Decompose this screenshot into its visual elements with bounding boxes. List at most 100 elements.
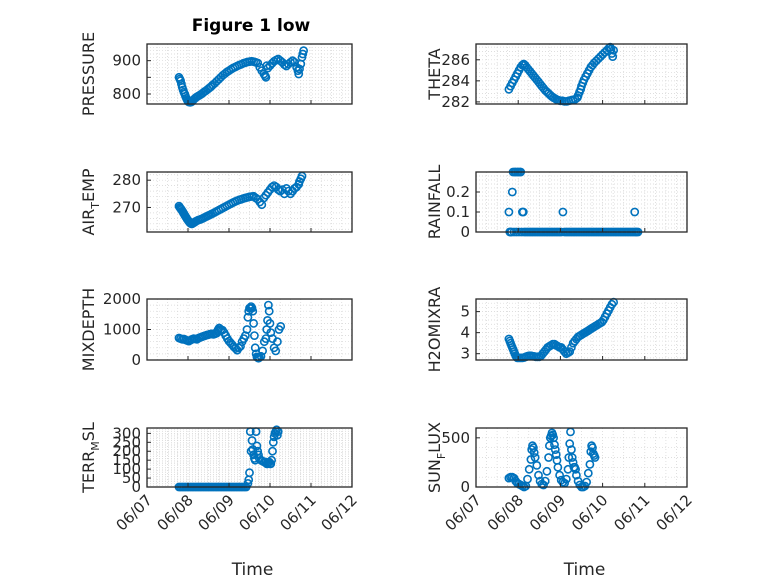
terr_msl-data-point: [272, 430, 282, 440]
sun_flux-data-point: [567, 453, 577, 462]
rainfall-y-tick-label: 0: [460, 223, 470, 241]
sun_flux-data-point: [572, 470, 581, 480]
terr_msl-y-tick-label: 300: [112, 424, 141, 442]
rainfall-data-point: [558, 207, 568, 217]
rainfall-axes-box: [475, 171, 688, 233]
mixdepth-y-tick-label: 0: [131, 351, 141, 369]
terr_msl-x-tick-label: 06/10: [236, 491, 279, 534]
sun_flux-data-point: [590, 453, 600, 462]
rainfall-data-point: [630, 207, 640, 217]
theta-y-tick-label: 284: [441, 72, 470, 90]
sun_flux-y-tick-label: 0: [460, 478, 470, 496]
sun_flux-data-point: [555, 470, 564, 480]
terr_msl-y-tick-label: 100: [112, 460, 141, 478]
mixdepth-y-tick-label: 2000: [103, 290, 141, 308]
air_temp-y-tick-label: 280: [112, 171, 141, 189]
sun_flux-data-point: [565, 439, 575, 449]
sun_flux-x-tick-label: 06/10: [568, 491, 611, 534]
mixdepth-y-tick-label: 1000: [103, 321, 141, 339]
pressure-data-point: [253, 58, 263, 68]
sun_flux-data-point: [553, 462, 563, 472]
h2omixra-axes-box: [475, 298, 688, 361]
mixdepth-data-point: [249, 318, 258, 328]
h2omixra-y-tick-label: 5: [460, 303, 470, 321]
pressure-ylabel: PRESSURE: [79, 32, 98, 116]
terr_msl-data-point: [267, 455, 276, 465]
sun_flux-x-tick-label: 06/08: [484, 491, 527, 534]
sun_flux-ylabel: SUNFLUX: [425, 422, 448, 493]
sun_flux-data-point: [544, 453, 553, 462]
terr_msl-y-tick-label: 0: [131, 478, 141, 496]
theta-axes-box: [475, 43, 688, 105]
theta-data-point: [609, 45, 618, 55]
mixdepth-data-point: [236, 341, 245, 351]
subplot-pressure: 800 900 PRESSURE: [79, 32, 353, 116]
rainfall-data-point: [504, 207, 514, 217]
theta-data-point: [518, 60, 527, 70]
sun_flux-axes-box: [475, 427, 688, 488]
mixdepth-data-point: [263, 300, 273, 310]
mixdepth-data-point: [276, 321, 286, 331]
mixdepth-data-point: [254, 353, 264, 362]
mixdepth-data-point: [266, 328, 276, 337]
pressure-data-point: [294, 69, 304, 79]
sun_flux-data-point: [529, 443, 538, 453]
subplot-air_temp: 270 280 AIRTEMP: [79, 168, 353, 236]
mixdepth-data-point: [271, 346, 281, 356]
terr_msl-ylabel: TERRMSL: [79, 422, 102, 494]
terr_msl-x-tick-label: 06/12: [318, 491, 361, 534]
sun_flux-data-point: [534, 470, 543, 480]
mixdepth-data-point: [264, 306, 274, 316]
pressure-data-point: [286, 57, 295, 67]
terr_msl-data-point: [268, 437, 278, 447]
h2omixra-data-point: [607, 299, 617, 309]
sun_flux-x-tick-label: 06/11: [610, 491, 653, 534]
rainfall-data-point: [518, 207, 528, 217]
mixdepth-data-point: [249, 331, 259, 340]
pressure-data-point: [295, 64, 304, 74]
terr_msl-x-tick-label: 06/11: [277, 491, 320, 534]
mixdepth-data-point: [243, 312, 253, 322]
sun_flux-data-point: [540, 476, 550, 486]
h2omixra-y-tick-label: 4: [460, 324, 470, 342]
terr_msl-y-tick-label: 50: [122, 469, 141, 487]
theta-ylabel: THETA: [425, 48, 444, 100]
sun_flux-data-point: [564, 453, 574, 462]
rainfall-ylabel: RAINFALL: [425, 165, 444, 240]
mixdepth-data-point: [250, 343, 260, 353]
air_temp-y-tick-label: 270: [112, 198, 141, 216]
sun_flux-data-point: [550, 440, 559, 450]
sun_flux-x-tick-label: 06/09: [526, 491, 569, 534]
sun_flux-data-point: [582, 477, 591, 487]
sun_flux-data-point: [530, 453, 540, 462]
sun_flux-data-point: [524, 464, 534, 474]
pressure-data-point: [288, 56, 297, 66]
terr_msl-xlabel: Time: [231, 560, 274, 580]
sun_flux-data-point: [523, 474, 532, 484]
terr_msl-y-tick-label: 200: [112, 442, 141, 460]
subplot-h2omixra: 3 4 5 H2OMIXRA: [425, 287, 688, 372]
theta-data-point: [608, 52, 618, 61]
theta-y-tick-label: 282: [441, 93, 470, 111]
terr_msl-axes-box: [146, 427, 353, 488]
pressure-data-point: [299, 46, 308, 56]
sun_flux-data-point: [585, 459, 595, 469]
pressure-axes-box: [146, 43, 353, 105]
terr_msl-x-tick-label: 06/08: [154, 491, 197, 534]
sun_flux-x-tick-label: 06/12: [653, 491, 696, 534]
terr_msl-data-point: [247, 436, 257, 445]
mixdepth-data-point: [258, 346, 267, 356]
sun_flux-data-point: [551, 450, 561, 459]
terr_msl-data-point: [252, 441, 262, 451]
rainfall-y-tick-label: 0.1: [446, 203, 470, 221]
terr_msl-data-point: [272, 425, 281, 435]
sun_flux-data-point: [550, 445, 560, 454]
terr_msl-y-tick-label: 150: [112, 451, 141, 469]
sun_flux-data-point: [526, 455, 536, 464]
sun_flux-data-point: [588, 443, 597, 453]
sun_flux-xlabel: Time: [563, 560, 606, 580]
sun_flux-data-point: [529, 448, 539, 457]
